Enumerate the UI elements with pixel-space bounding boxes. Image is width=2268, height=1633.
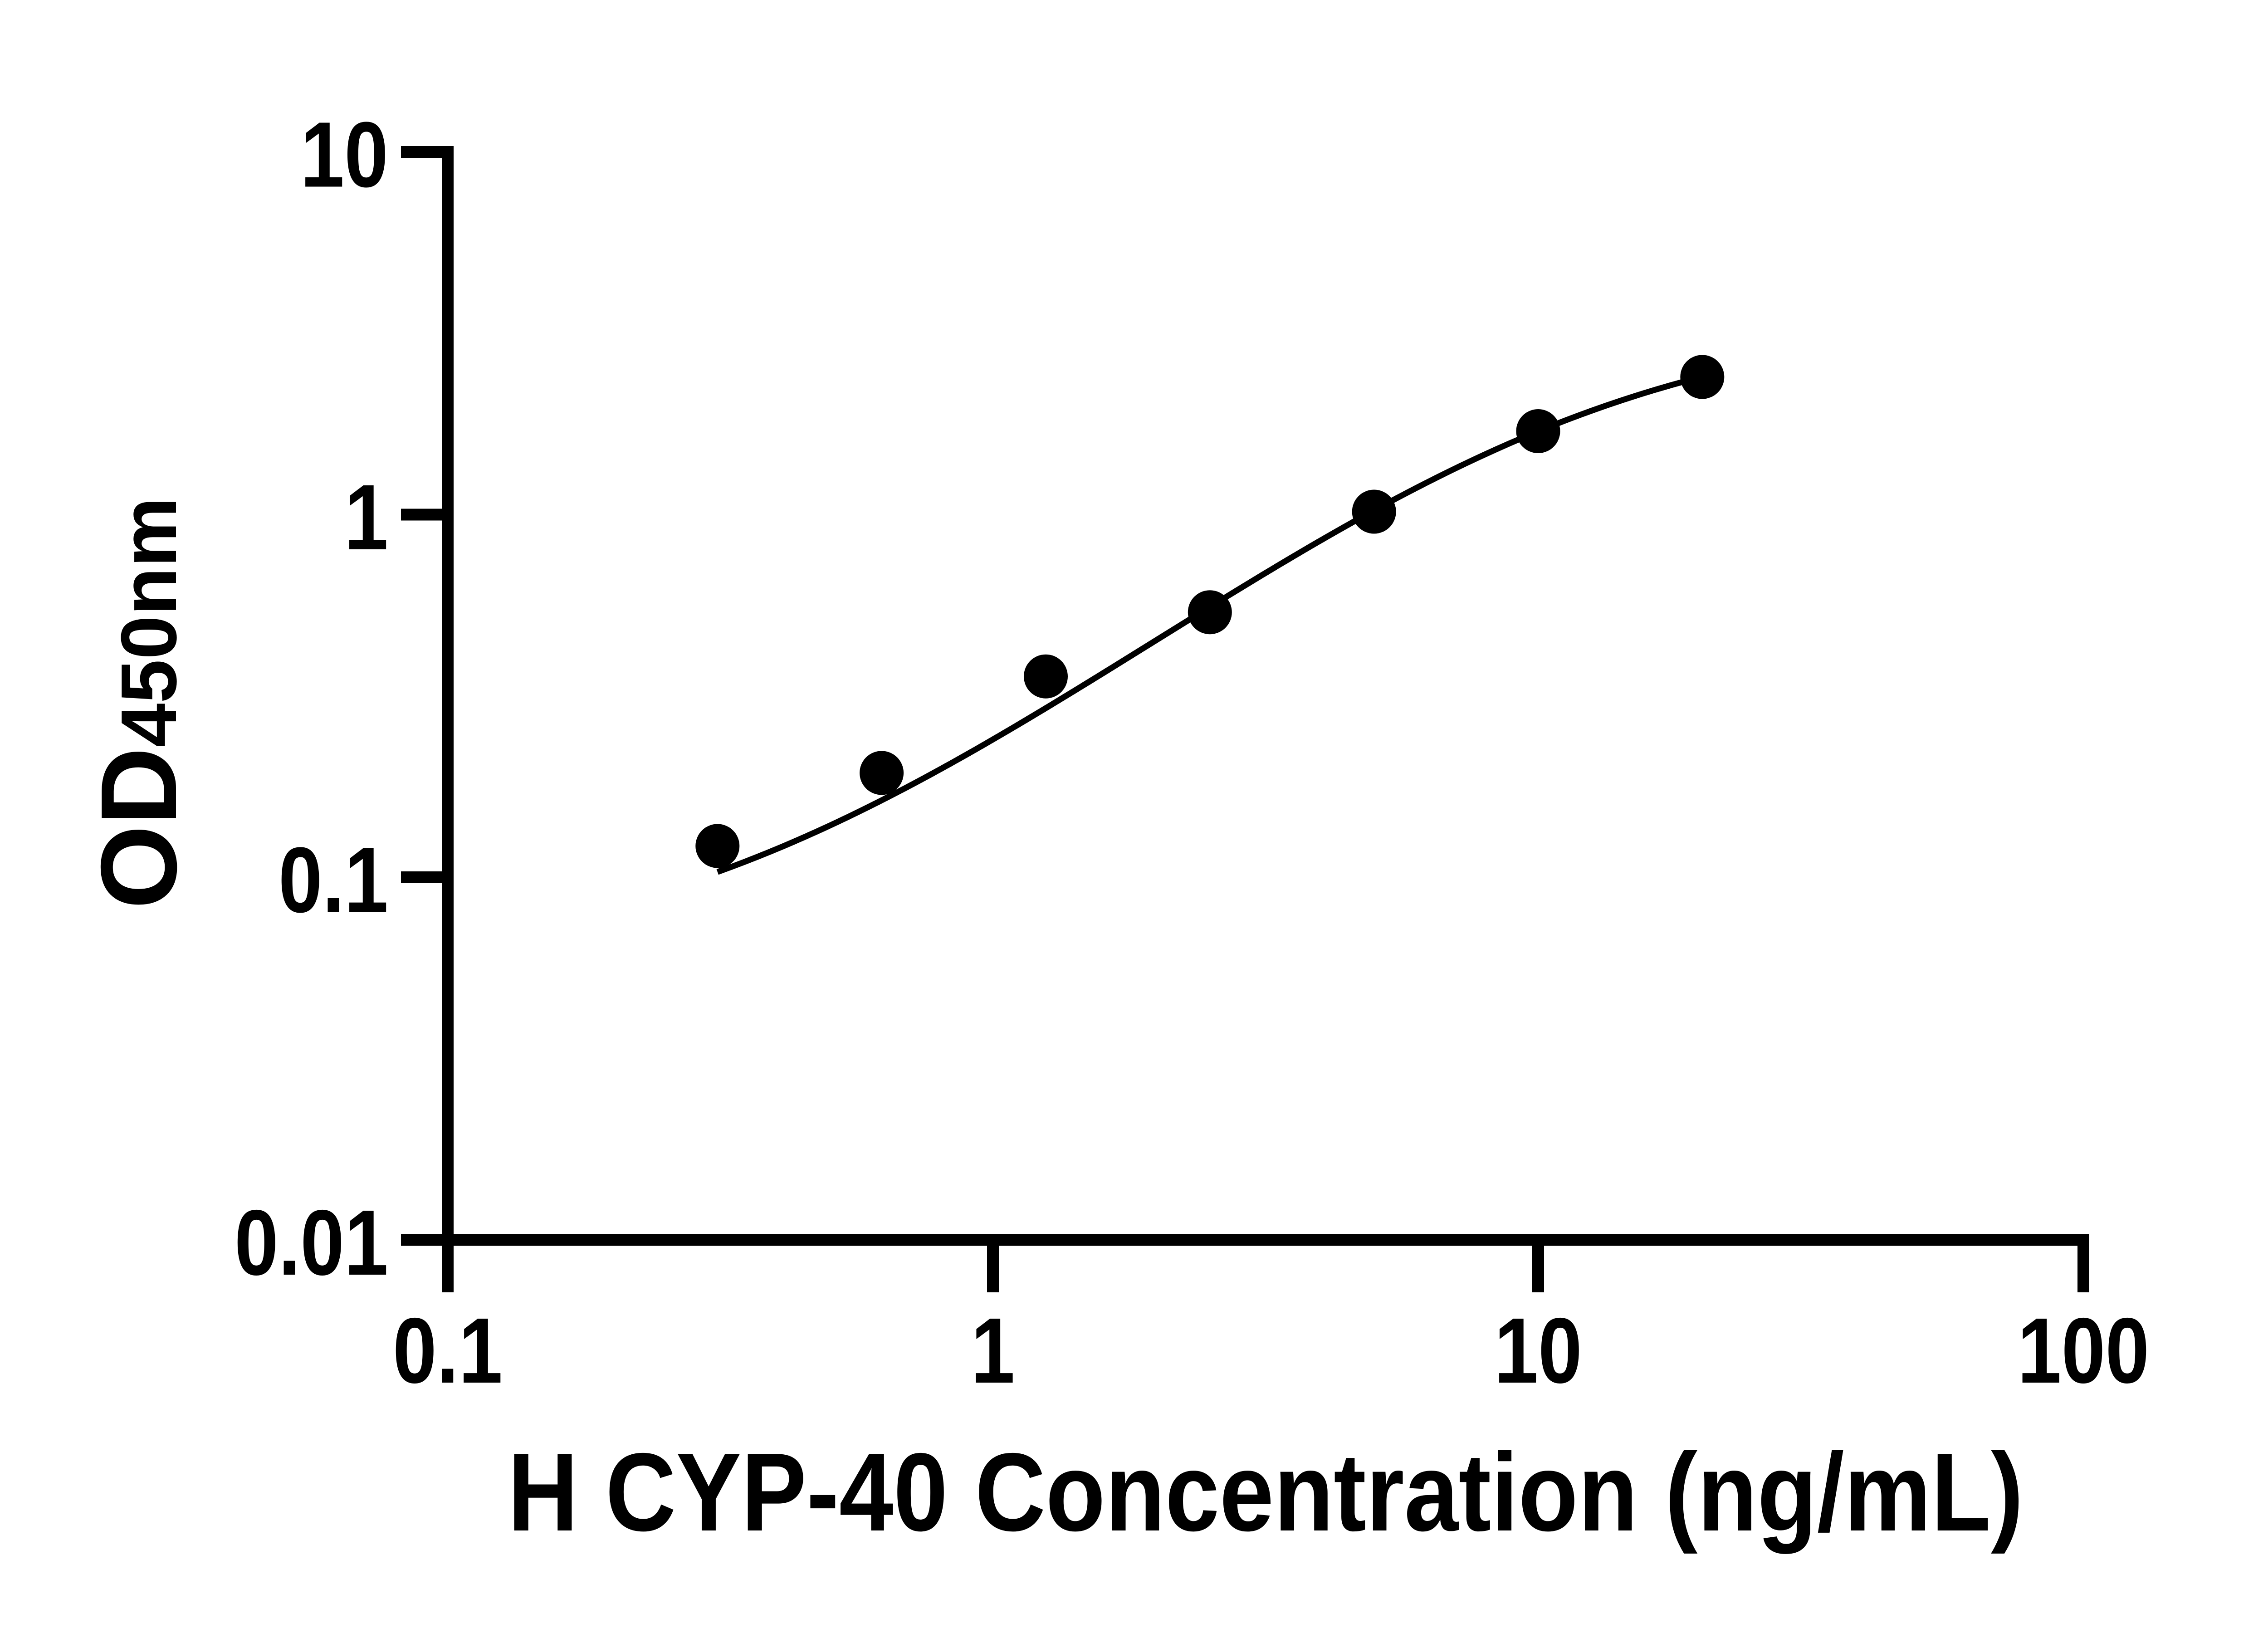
data-point: [1680, 355, 1725, 399]
y-tick: [401, 871, 448, 883]
data-point: [695, 824, 740, 868]
x-tick: [2077, 1239, 2089, 1292]
x-tick: [1532, 1239, 1544, 1292]
data-point: [860, 751, 904, 795]
x-tick-label: 100: [2018, 1299, 2150, 1403]
y-axis-line: [442, 146, 454, 1246]
y-tick-label: 0.01: [235, 1191, 388, 1295]
data-point: [1516, 409, 1560, 453]
x-tick-label: 10: [1494, 1299, 1582, 1403]
data-point: [1024, 654, 1068, 699]
y-tick: [401, 1234, 448, 1246]
x-tick-label: 1: [971, 1299, 1015, 1403]
data-point: [1188, 590, 1232, 635]
data-points-layer: [695, 355, 1725, 868]
y-tick-label: 0.1: [279, 828, 388, 932]
y-axis-title-main: OD: [79, 747, 199, 909]
y-tick: [401, 508, 448, 521]
x-axis-title: H CYP-40 Concentration (ng/mL): [508, 1430, 2024, 1554]
y-axis-title-sub: 450nm: [104, 497, 193, 747]
x-tick-label: 0.1: [393, 1299, 503, 1403]
data-point: [1352, 489, 1396, 534]
x-tick: [987, 1239, 999, 1292]
y-tick-label: 10: [300, 103, 388, 206]
y-tick: [401, 146, 448, 158]
y-tick-label: 1: [344, 466, 388, 569]
x-tick: [442, 1239, 454, 1292]
axis-ticks: [401, 146, 2089, 1292]
y-axis-title: OD450nm: [79, 497, 199, 909]
axes: [442, 146, 2089, 1246]
x-axis-line: [442, 1234, 2089, 1246]
